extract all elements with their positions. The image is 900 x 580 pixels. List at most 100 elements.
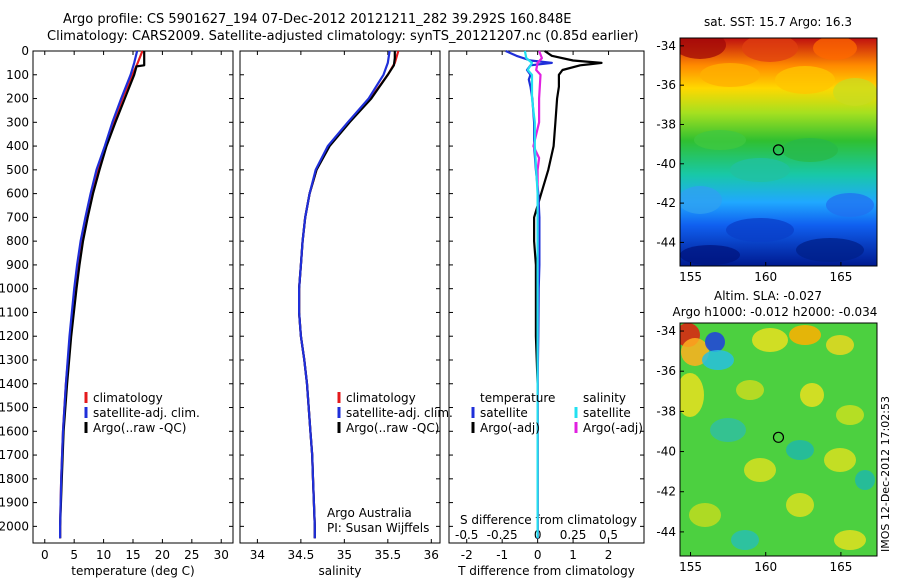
x-tick-label: 35.5	[374, 548, 401, 562]
sla-texture-patch	[834, 530, 866, 550]
x-tick-label: 20	[155, 548, 170, 562]
x-tick-label: 34.5	[288, 548, 315, 562]
argo-position-marker	[772, 431, 785, 443]
sla-texture-patch	[744, 458, 776, 482]
y-tick-label: 1200	[0, 329, 29, 343]
x-tick-label: 15	[125, 548, 140, 562]
series-salinity-satellite	[523, 50, 539, 539]
map-y-tick-label: -44	[656, 235, 676, 249]
sla-map-title-line-1: Altim. SLA: -0.027	[714, 289, 822, 303]
top-axis-label: S difference from climatology	[460, 513, 637, 527]
x-tick-label: -2	[461, 548, 473, 562]
sst-texture-patch	[680, 186, 722, 214]
y-tick-label: 2000	[0, 519, 29, 533]
x-tick-label: -1	[496, 548, 508, 562]
legend-diff-temperature-label: satellite	[480, 406, 528, 420]
sst-texture-patch	[782, 138, 838, 162]
map-x-tick-label: 160	[754, 560, 777, 574]
legend-diff-salinity-label: satellite	[583, 406, 631, 420]
legend-salinity-panel-label: satellite-adj. clim.	[346, 406, 453, 420]
plot-frame	[239, 50, 441, 544]
x-tick-label: 5	[70, 548, 78, 562]
x-tick-label: 1	[569, 548, 577, 562]
map-x-tick-label: 160	[754, 270, 777, 284]
map-y-tick-label: -42	[656, 196, 676, 210]
y-tick-label: 1000	[0, 282, 29, 296]
chart-title-line-2: Climatology: CARS2009. Satellite-adjuste…	[47, 29, 639, 44]
sla-texture-patch	[689, 503, 721, 527]
sla-texture-patch	[752, 328, 788, 352]
y-tick-label: 1300	[0, 353, 29, 367]
y-tick-label: 100	[6, 68, 29, 82]
legend-diff-salinity-label: Argo(-adj)	[583, 421, 643, 435]
top-tick-label: -0.25	[487, 528, 518, 542]
y-tick-label: 1100	[0, 305, 29, 319]
sst-map-title: sat. SST: 15.7 Argo: 16.3	[704, 15, 852, 29]
x-tick-label: 0	[534, 548, 542, 562]
sst-texture-patch	[775, 66, 835, 94]
legend-temperature-panel-label: Argo(..raw -QC)	[93, 421, 186, 435]
sst-texture-patch	[813, 38, 857, 60]
x-tick-label: 36	[424, 548, 439, 562]
map-y-tick-label: -38	[656, 117, 676, 131]
sla-map-title-line-2: Argo h1000: -0.012 h2000: -0.034	[673, 305, 878, 319]
profile-panel-difference: -2 -1 0 1 2 T difference from climatology	[448, 50, 645, 578]
x-tick-label: 34	[250, 548, 265, 562]
sla-texture-patch	[826, 335, 854, 355]
series-satellite-adj-clim-	[59, 50, 139, 539]
sla-texture-patch	[710, 418, 746, 442]
legend-temperature-panel-label: satellite-adj. clim.	[93, 406, 200, 420]
legend-diff-temperature-label: Argo(-adj)	[480, 421, 540, 435]
x-tick-label: 25	[184, 548, 199, 562]
sla-texture-patch	[705, 332, 725, 352]
x-tick-label: 35	[337, 548, 352, 562]
sla-texture-patch	[731, 530, 759, 550]
top-tick-label: 0.25	[560, 528, 587, 542]
sla-map-axes: 155 160 165 -34 -36 -38 -40 -42 -44	[656, 322, 878, 574]
sst-texture-patch	[694, 130, 746, 150]
plot-frame	[448, 50, 645, 544]
y-tick-label: 500	[6, 163, 29, 177]
map-x-tick-label: 165	[829, 270, 852, 284]
map-y-tick-label: -44	[656, 525, 676, 539]
map-y-tick-label: -38	[656, 404, 676, 418]
series-satellite-adj-clim-	[298, 50, 391, 539]
y-tick-label: 700	[6, 210, 29, 224]
y-tick-label: 200	[6, 92, 29, 106]
map-y-tick-label: -34	[656, 324, 676, 338]
y-tick-label: 0	[21, 44, 29, 58]
legend-diff-salinity-title: salinity	[583, 391, 626, 405]
y-tick-label: 1900	[0, 496, 29, 510]
sla-texture-patch	[855, 470, 875, 490]
x-tick-label: 0	[41, 548, 49, 562]
map-x-tick-label: 165	[829, 560, 852, 574]
annotation-argo-australia: Argo Australia	[327, 506, 412, 520]
legend-temperature-panel-label: climatology	[93, 391, 163, 405]
map-x-tick-label: 155	[679, 270, 702, 284]
top-tick-label: 0.5	[599, 528, 618, 542]
sla-texture-patch	[702, 350, 734, 370]
x-axis-label: temperature (deg C)	[71, 564, 194, 578]
y-tick-label: 1700	[0, 448, 29, 462]
map-frame	[679, 322, 878, 557]
imos-timestamp: IMOS 12-Dec-2012 17:02:53	[879, 396, 892, 552]
y-tick-label: 600	[6, 187, 29, 201]
x-tick-label: 30	[214, 548, 229, 562]
sla-texture-patch	[681, 338, 709, 366]
sla-texture-patch	[736, 380, 764, 400]
sla-texture-patch	[680, 373, 704, 417]
sst-map-image	[680, 38, 877, 266]
y-tick-label: 800	[6, 234, 29, 248]
chart-title-line-1: Argo profile: CS 5901627_194 07-Dec-2012…	[63, 12, 572, 27]
y-tick-label: 300	[6, 115, 29, 129]
map-y-tick-label: -36	[656, 364, 676, 378]
sst-texture-patch	[826, 193, 874, 217]
sst-texture-patch	[700, 63, 760, 87]
argo-position-marker	[772, 144, 785, 156]
map-y-tick-label: -40	[656, 157, 676, 171]
y-tick-label: 400	[6, 139, 29, 153]
map-y-tick-label: -36	[656, 78, 676, 92]
legend-salinity-panel-label: climatology	[346, 391, 416, 405]
map-x-tick-label: 155	[679, 560, 702, 574]
sst-texture-patch	[796, 238, 864, 262]
